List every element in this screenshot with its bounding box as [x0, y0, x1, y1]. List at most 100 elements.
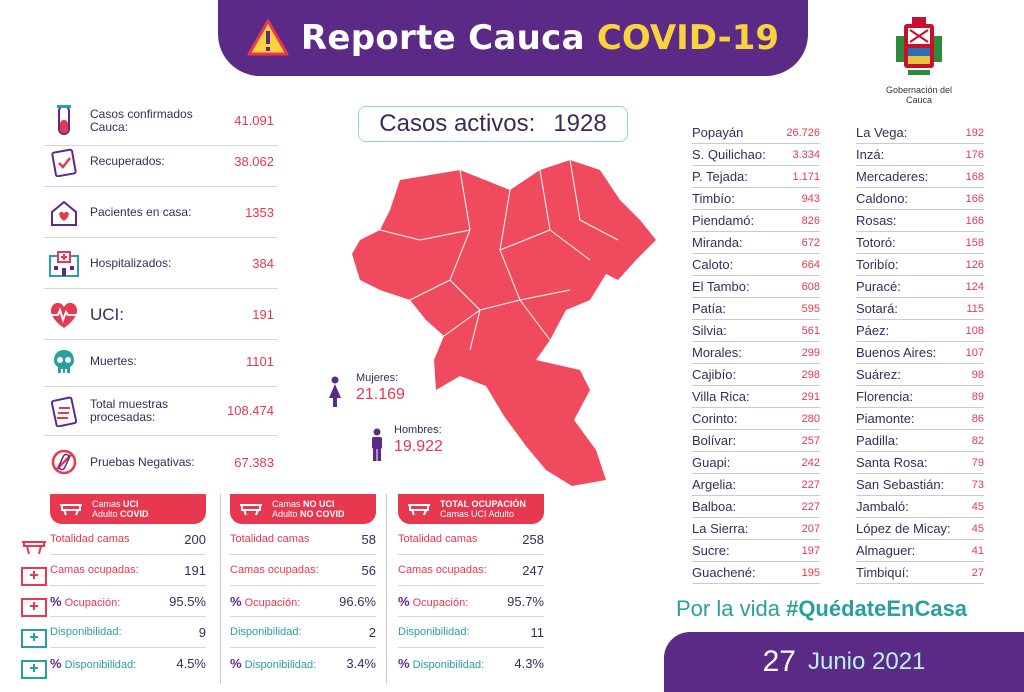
municipio-value: 943	[801, 192, 820, 205]
municipio-name: El Tambo:	[692, 279, 750, 294]
municipios-list-right: La Vega: 192 Inzá: 176 Mercaderes: 168 Caldono…	[856, 122, 984, 584]
test-tube-icon	[44, 101, 84, 141]
municipio-name: Caloto:	[692, 257, 734, 272]
active-cases-value: 1928	[553, 110, 607, 137]
bed-row-total: Totalidad camas 200	[50, 524, 206, 555]
cauca-map	[352, 159, 656, 486]
bed-row-ocupadas: Camas ocupadas: 247	[398, 555, 544, 586]
bed-icon	[60, 504, 82, 516]
municipio-value: 86	[971, 412, 984, 425]
header-title: Reporte Cauca	[300, 18, 585, 58]
municipio-row: Suárez: 98	[856, 364, 984, 386]
municipio-value: 561	[801, 324, 820, 337]
stat-label: Pacientes en casa:	[90, 205, 192, 219]
stat-value: 41.091	[234, 113, 274, 128]
municipio-name: Miranda:	[692, 235, 743, 250]
hombres-value: 19.922	[394, 438, 443, 455]
municipio-name: Corinto:	[692, 411, 738, 426]
municipio-name: Villa Rica:	[692, 389, 750, 404]
municipio-row: Silvia: 561	[692, 320, 820, 342]
municipio-row: Guapi: 242	[692, 452, 820, 474]
municipio-value: 89	[971, 390, 984, 403]
municipio-value: 664	[801, 258, 820, 271]
municipio-row: Timbiquí: 27	[856, 562, 984, 584]
municipio-value: 227	[801, 500, 820, 513]
hospital-icon	[21, 598, 47, 617]
header-highlight: COVID-19	[596, 18, 780, 58]
stat-hospitalizados: Hospitalizados: 384	[44, 239, 278, 289]
municipio-value: 280	[801, 412, 820, 425]
municipio-row: La Vega: 192	[856, 122, 984, 144]
municipio-name: Rosas:	[856, 213, 897, 228]
municipio-name: Balboa:	[692, 499, 737, 514]
date-bar: 27 Junio 2021	[664, 632, 1024, 692]
municipio-name: Mercaderes:	[856, 169, 929, 184]
municipio-row: Corinto: 280	[692, 408, 820, 430]
gobernacion-logo: Gobernación del Cauca	[884, 16, 954, 108]
municipio-value: 79	[971, 456, 984, 469]
bed-row-disponibilidad: Disponibilidad: 9	[50, 617, 206, 648]
municipio-name: Almaguer:	[856, 543, 916, 558]
stat-label: Recuperados:	[90, 154, 165, 168]
municipio-row: Villa Rica: 291	[692, 386, 820, 408]
municipio-value: 227	[801, 478, 820, 491]
active-cases-label: Casos activos:	[379, 110, 536, 137]
bed-row-ocupacion: % Ocupación: 95.5%	[50, 586, 206, 617]
municipio-value: 168	[965, 170, 984, 183]
municipio-name: Patía:	[692, 301, 726, 316]
municipio-value: 299	[801, 346, 820, 359]
municipio-row: Buenos Aires: 107	[856, 342, 984, 364]
municipio-name: Morales:	[692, 345, 742, 360]
stat-label: Hospitalizados:	[90, 256, 172, 270]
coat-of-arms-icon	[896, 17, 942, 75]
stat-label: Pruebas Negativas:	[90, 454, 195, 469]
stat-label: Muertes:	[90, 354, 137, 368]
municipio-name: Santa Rosa:	[856, 455, 928, 470]
municipio-value: 45	[971, 522, 984, 535]
municipio-row: Guachené: 195	[692, 562, 820, 584]
beds-no-uci: Camas NO UCI Adulto NO COVID Totalidad ca…	[230, 494, 376, 679]
municipio-value: 826	[801, 214, 820, 227]
municipio-name: Toribío:	[856, 257, 899, 272]
municipio-row: S. Quilichao: 3.334	[692, 144, 820, 166]
beds-uci-covid: Camas UCI Adulto COVID Totalidad camas 200…	[50, 494, 206, 679]
municipio-value: 3.334	[792, 148, 820, 161]
stat-negativas: Pruebas Negativas: 67.383	[44, 437, 278, 487]
municipio-row: Mercaderes: 168	[856, 166, 984, 188]
stat-label: UCI:	[90, 305, 124, 324]
municipio-row: El Tambo: 608	[692, 276, 820, 298]
skull-icon	[44, 342, 84, 382]
stretcher-icon	[22, 541, 46, 555]
municipio-name: P. Tejada:	[692, 169, 748, 184]
municipio-value: 298	[801, 368, 820, 381]
municipio-row: Piamonte: 86	[856, 408, 984, 430]
mujeres-value: 21.169	[356, 386, 405, 403]
municipio-value: 82	[971, 434, 984, 447]
municipio-value: 115	[966, 302, 984, 315]
stat-pacientes-casa: Pacientes en casa: 1353	[44, 188, 278, 238]
municipio-row: Totoró: 158	[856, 232, 984, 254]
municipio-row: López de Micay: 45	[856, 518, 984, 540]
municipio-row: Inzá: 176	[856, 144, 984, 166]
municipio-name: Sucre:	[692, 543, 730, 558]
municipio-name: Padilla:	[856, 433, 899, 448]
bed-row-ocupadas: Camas ocupadas: 56	[230, 555, 376, 586]
municipio-value: 124	[965, 280, 984, 293]
municipio-value: 126	[965, 258, 984, 271]
municipio-row: Padilla: 82	[856, 430, 984, 452]
bed-row-disponibilidad: Disponibilidad: 11	[398, 617, 544, 648]
gender-mujeres: Mujeres: 21.169	[328, 372, 405, 407]
municipio-name: Florencia:	[856, 389, 914, 404]
municipio-row: Florencia: 89	[856, 386, 984, 408]
municipio-row: Rosas: 166	[856, 210, 984, 232]
bed-row-ocupadas: Camas ocupadas: 191	[50, 555, 206, 586]
municipio-value: 166	[965, 192, 984, 205]
municipio-name: Inzá:	[856, 147, 885, 162]
municipio-name: Buenos Aires:	[856, 345, 937, 360]
logo-caption: Gobernación del Cauca	[885, 85, 953, 105]
municipio-value: 108	[965, 324, 984, 337]
negative-test-icon	[44, 442, 84, 482]
municipio-value: 107	[965, 346, 984, 359]
hospital-icon	[21, 567, 47, 586]
municipio-row: La Sierra: 207	[692, 518, 820, 540]
